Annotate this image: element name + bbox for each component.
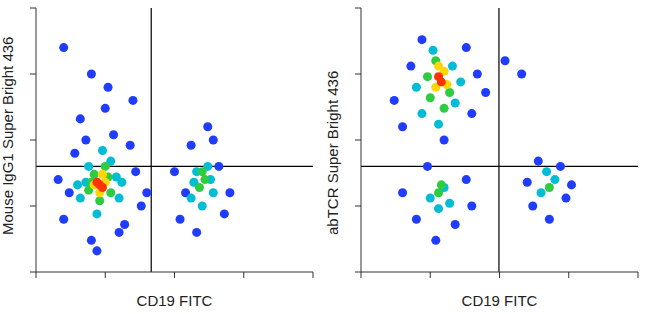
svg-text:CD19 FITC: CD19 FITC bbox=[462, 292, 538, 309]
svg-text:CD19 FITC: CD19 FITC bbox=[137, 292, 213, 309]
svg-text:abTCR Super Bright 436: abTCR Super Bright 436 bbox=[325, 71, 341, 235]
svg-text:Mouse IgG1 Super Bright 436: Mouse IgG1 Super Bright 436 bbox=[8, 37, 16, 235]
